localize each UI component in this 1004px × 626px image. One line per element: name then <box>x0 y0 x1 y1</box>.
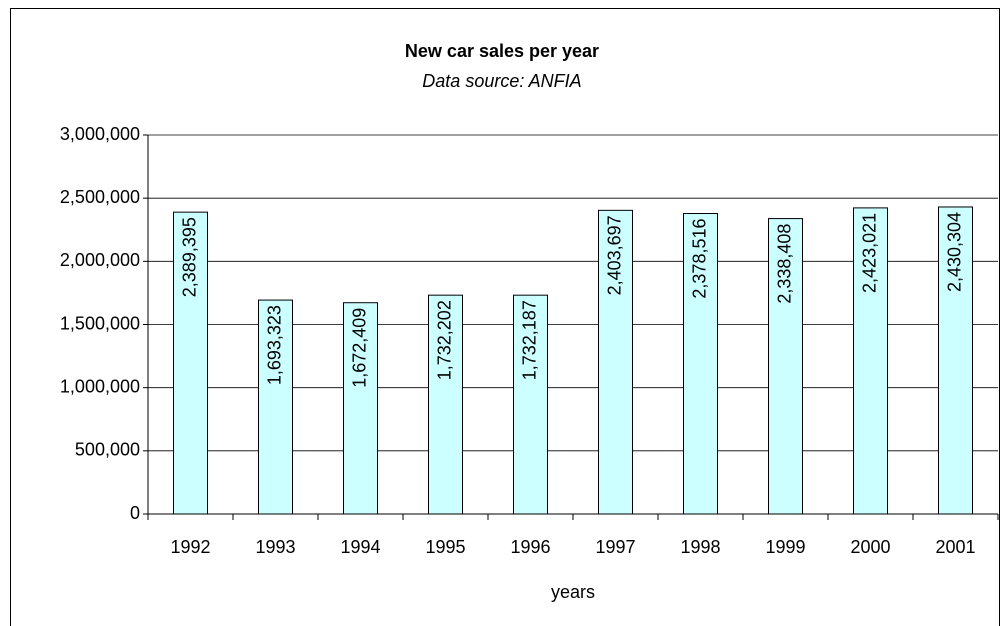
y-tick-label: 1,000,000 <box>60 376 140 396</box>
bar <box>513 294 548 515</box>
bar <box>683 213 718 515</box>
y-tick-label: 0 <box>130 503 140 523</box>
y-tick-label: 2,500,000 <box>60 187 140 207</box>
chart-subtitle: Data source: ANFIA <box>422 71 581 91</box>
x-tick-label: 1995 <box>425 537 465 557</box>
data-label: 2,378,516 <box>689 219 709 299</box>
chart-border <box>10 8 1000 626</box>
x-axis-label: years <box>551 582 595 602</box>
bar <box>173 211 208 515</box>
data-label: 1,732,202 <box>434 300 454 380</box>
bar <box>598 209 633 515</box>
x-tick-label: 1997 <box>595 537 635 557</box>
x-tick-label: 1994 <box>340 537 380 557</box>
bar <box>768 218 803 515</box>
data-label: 1,672,409 <box>349 308 369 388</box>
bar <box>428 294 463 515</box>
x-tick-label: 2001 <box>935 537 975 557</box>
x-tick-label: 1998 <box>680 537 720 557</box>
x-tick-label: 1992 <box>170 537 210 557</box>
x-tick-label: 2000 <box>850 537 890 557</box>
y-tick-label: 3,000,000 <box>60 124 140 144</box>
y-tick-label: 1,500,000 <box>60 313 140 333</box>
data-label: 1,693,323 <box>264 305 284 385</box>
data-label: 2,430,304 <box>944 212 964 292</box>
data-label: 1,732,187 <box>519 300 539 380</box>
x-tick-label: 1996 <box>510 537 550 557</box>
chart-title: New car sales per year <box>405 41 599 61</box>
data-label: 2,423,021 <box>859 213 879 293</box>
bar <box>343 302 378 515</box>
data-label: 2,389,395 <box>179 217 199 297</box>
y-tick-label: 500,000 <box>75 440 140 460</box>
x-tick-label: 1999 <box>765 537 805 557</box>
bar <box>938 206 973 515</box>
bar <box>853 207 888 515</box>
x-tick-label: 1993 <box>255 537 295 557</box>
data-label: 2,403,697 <box>604 215 624 295</box>
bar <box>258 299 293 515</box>
data-label: 2,338,408 <box>774 224 794 304</box>
y-tick-label: 2,000,000 <box>60 250 140 270</box>
